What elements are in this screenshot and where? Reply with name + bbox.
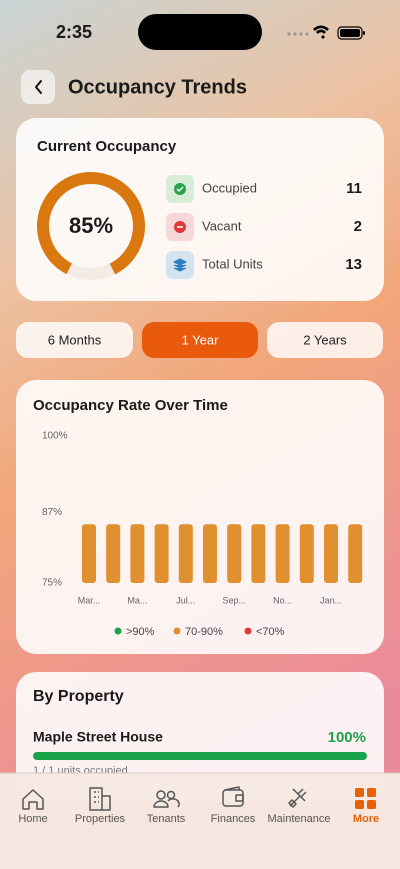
stat-value: 13 <box>345 256 362 273</box>
period-tab-label: 1 Year <box>182 332 220 347</box>
x-tick-label: Jan... <box>320 595 342 605</box>
legend-label: 70-90% <box>185 626 223 638</box>
x-tick-label: Mar... <box>78 595 101 605</box>
bar <box>203 524 217 583</box>
bar <box>106 524 121 583</box>
bar <box>299 524 314 583</box>
back-button[interactable] <box>21 70 55 104</box>
y-tick-label: 75% <box>42 578 62 589</box>
legend-label: <70% <box>256 626 285 638</box>
legend-swatch <box>173 627 181 635</box>
tab-label[interactable]: Tenants <box>147 813 186 825</box>
y-tick-label: 87% <box>42 507 62 518</box>
chart-card <box>16 380 384 654</box>
donut-arc <box>36 172 145 280</box>
stat-value: 2 <box>354 218 362 235</box>
occupancy-card <box>16 118 384 301</box>
legend-label: >90% <box>126 626 155 638</box>
y-tick-label: 100% <box>42 431 68 442</box>
card-title: Current Occupancy <box>37 138 177 155</box>
legend-swatch <box>244 627 252 635</box>
tab-bar <box>0 773 400 869</box>
status-icons <box>287 25 365 40</box>
progress-fill <box>33 752 367 760</box>
stat-icon <box>166 213 194 241</box>
tab-label[interactable]: Properties <box>75 813 126 825</box>
dynamic-island <box>138 14 262 50</box>
bar <box>275 524 290 583</box>
x-tick-label: Ma... <box>127 595 147 605</box>
tab-label[interactable]: Maintenance <box>268 813 331 825</box>
stat-value: 11 <box>346 180 362 197</box>
period-tab[interactable] <box>142 322 258 358</box>
bar <box>130 524 145 583</box>
stat-label: Total Units <box>202 256 263 271</box>
page-title: Occupancy Trends <box>68 76 247 98</box>
stat-label: Occupied <box>202 180 257 195</box>
status-time: 2:35 <box>56 22 92 42</box>
bar <box>227 524 242 583</box>
property-name: Maple Street House <box>33 729 163 745</box>
period-tab-label: 6 Months <box>48 332 102 347</box>
tab-icons <box>22 786 307 811</box>
x-tick-label: Jul... <box>176 595 195 605</box>
bar <box>348 524 363 583</box>
property-card <box>16 672 384 802</box>
tab-label[interactable]: More <box>353 813 379 825</box>
property-rate: 100% <box>328 729 366 746</box>
bar <box>251 524 266 583</box>
period-tab-label: 2 Years <box>303 332 347 347</box>
period-tab[interactable] <box>16 322 133 358</box>
bar <box>82 524 96 583</box>
x-tick-label: No... <box>273 595 292 605</box>
tab-icon-active <box>355 788 376 809</box>
stat-label: Vacant <box>202 218 242 233</box>
card-title: By Property <box>33 688 124 705</box>
tab-label[interactable]: Home <box>18 813 47 825</box>
chart-title: Occupancy Rate Over Time <box>33 397 228 414</box>
bar <box>324 524 338 583</box>
bar <box>178 524 193 583</box>
stat-icon <box>166 175 194 203</box>
x-tick-label: Sep... <box>222 595 246 605</box>
bar <box>154 524 169 583</box>
period-tab[interactable] <box>267 322 383 358</box>
tab-label[interactable]: Finances <box>211 813 256 825</box>
stat-icon <box>166 251 194 279</box>
legend-swatch <box>114 627 122 635</box>
donut-label: 85% <box>69 213 113 238</box>
